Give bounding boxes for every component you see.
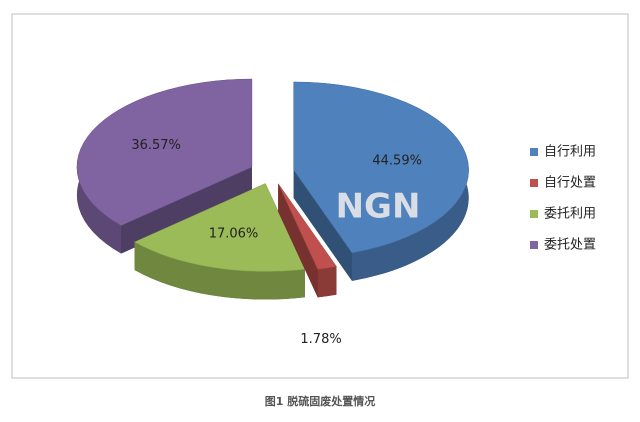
pie: 36.57% 44.59% 17.06% 1.78%: [76, 78, 469, 347]
slice: [293, 81, 469, 254]
slice-wall: [278, 183, 318, 298]
slice-side: [134, 242, 305, 300]
data-label: 17.06%: [209, 226, 259, 241]
legend-swatch: [530, 179, 538, 187]
slice: [76, 78, 253, 226]
data-label: 44.59%: [372, 154, 422, 169]
slice-wall: [121, 167, 252, 254]
slice-group: 36.57%: [76, 78, 253, 254]
legend-label: 委托利用: [544, 207, 596, 222]
legend-swatch: [530, 210, 538, 218]
slice-side: [317, 266, 337, 298]
slice-group: 44.59%: [293, 81, 469, 281]
legend-label: 委托处置: [544, 238, 596, 253]
data-label: 36.57%: [131, 138, 181, 153]
watermark: NGN: [336, 187, 421, 227]
legend-swatch: [530, 148, 538, 156]
slice-group: 17.06%: [134, 183, 306, 300]
legend-label: 自行处置: [544, 176, 596, 191]
slice: [277, 183, 337, 270]
legend-label: 自行利用: [544, 145, 596, 160]
slice: [134, 183, 306, 272]
data-label: 1.78%: [300, 332, 341, 347]
slice-wall: [293, 169, 353, 281]
legend-swatch: [530, 241, 538, 249]
caption: 图1 脱硫固废处置情况: [265, 394, 375, 408]
slice-group: 1.78%: [277, 183, 342, 347]
